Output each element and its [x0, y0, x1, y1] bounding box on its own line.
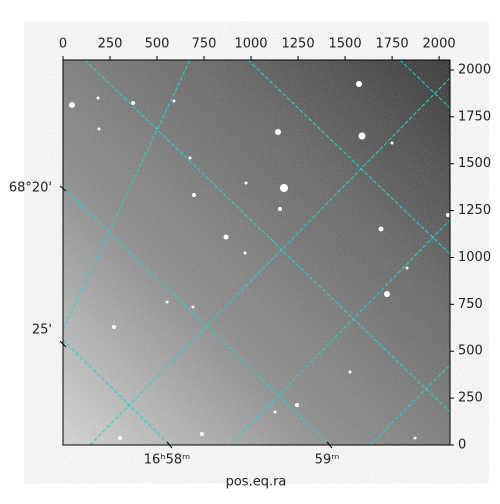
x-tick-label: 750 — [192, 37, 217, 52]
x-tick-label: 1250 — [282, 37, 315, 52]
y-tick-label: 1750 — [458, 109, 491, 124]
y-tick-label: 0 — [458, 438, 466, 453]
x-tick-label: 0 — [59, 37, 67, 52]
y-tick-label: 2000 — [458, 62, 491, 77]
ra-label: 59ᵐ — [315, 453, 340, 468]
y-tick-label: 1500 — [458, 156, 491, 171]
y-tick-label: 250 — [458, 391, 483, 406]
y-tick-label: 500 — [458, 344, 483, 359]
x-tick-label: 250 — [98, 37, 123, 52]
frame — [62, 59, 451, 446]
ra-label: 16ʰ58ᵐ — [144, 453, 190, 468]
x-tick-label: 500 — [145, 37, 170, 52]
y-tick-label: 1250 — [458, 203, 491, 218]
coordinate-grid — [63, 60, 450, 445]
y-tick-label: 750 — [458, 297, 483, 312]
image — [63, 60, 450, 445]
wcs-ticks — [59, 185, 333, 449]
x-tick-label: 2000 — [423, 37, 456, 52]
x-axis-label: pos.eq.ra — [226, 475, 287, 490]
dec-label: 25' — [32, 323, 52, 338]
y-tick-label: 1000 — [458, 250, 491, 265]
x-tick-label: 1500 — [329, 37, 362, 52]
x-tick-label: 1000 — [234, 37, 267, 52]
x-tick-label: 1750 — [376, 37, 409, 52]
dec-label: 68°20' — [9, 181, 52, 196]
